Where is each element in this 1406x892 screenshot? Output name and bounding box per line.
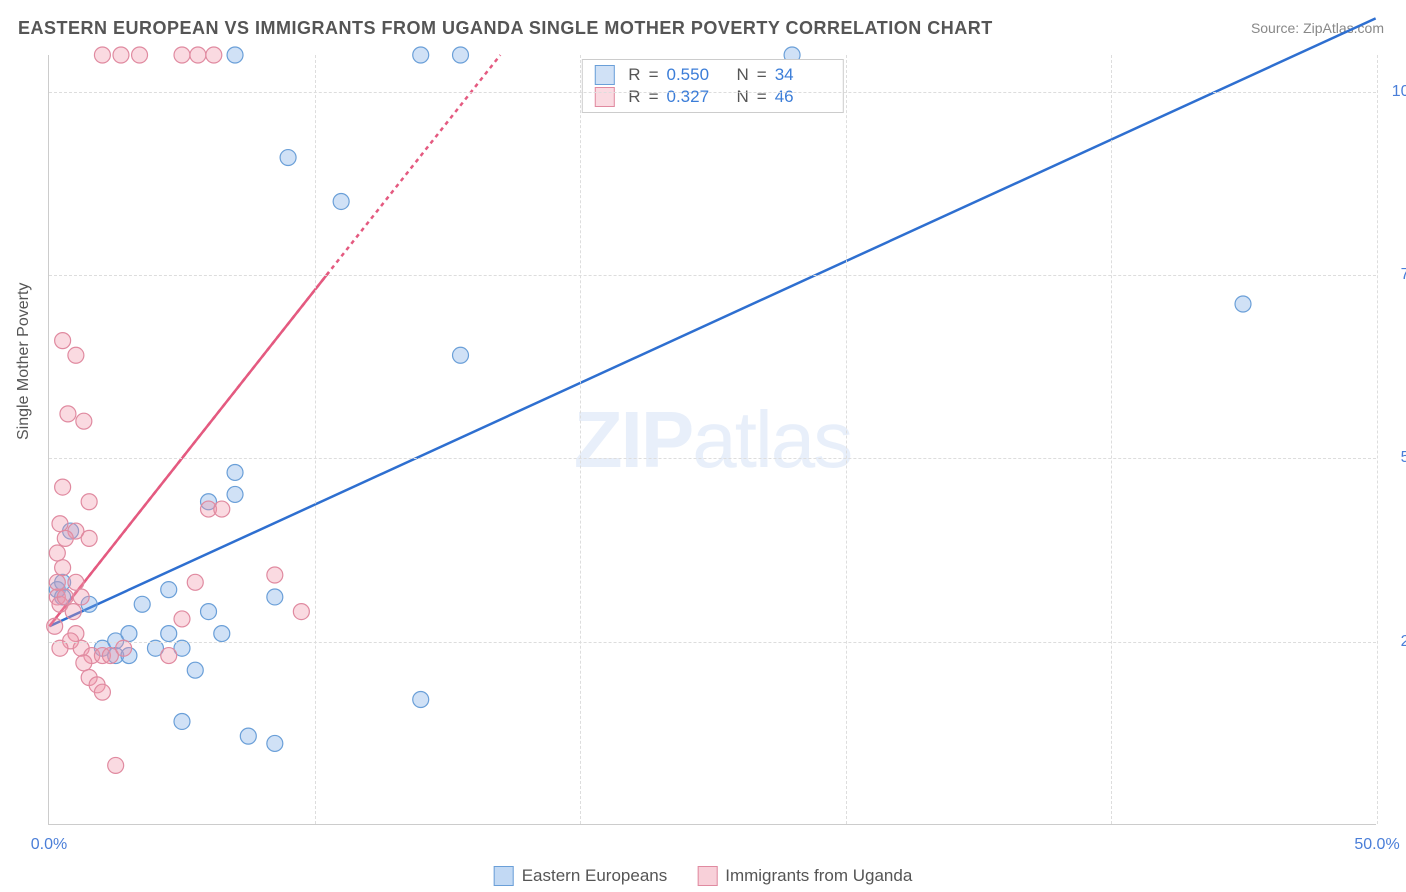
data-point xyxy=(47,618,63,634)
data-point xyxy=(206,47,222,63)
legend-correlation-row: R = 0.550 N = 34 xyxy=(594,64,830,86)
data-point xyxy=(57,530,73,546)
legend-series-label: Immigrants from Uganda xyxy=(725,866,912,886)
trend-line xyxy=(49,272,329,626)
gridline-h xyxy=(49,275,1376,276)
x-tick-label: 0.0% xyxy=(31,836,67,854)
y-tick-label: 75.0% xyxy=(1386,266,1406,284)
data-point xyxy=(134,596,150,612)
r-label: R xyxy=(628,87,640,107)
data-point xyxy=(174,611,190,627)
data-point xyxy=(280,150,296,166)
data-point xyxy=(57,589,73,605)
data-point xyxy=(68,347,84,363)
data-point xyxy=(333,193,349,209)
y-tick-label: 100.0% xyxy=(1386,83,1406,101)
legend-correlation: R = 0.550 N = 34 R = 0.327 N = 46 xyxy=(581,59,843,113)
data-point xyxy=(55,479,71,495)
legend-series-item: Eastern Europeans xyxy=(494,866,668,886)
data-point xyxy=(187,662,203,678)
data-point xyxy=(52,516,68,532)
gridline-h xyxy=(49,458,1376,459)
data-point xyxy=(214,501,230,517)
legend-correlation-row: R = 0.327 N = 46 xyxy=(594,86,830,108)
data-point xyxy=(174,713,190,729)
n-label: N xyxy=(737,65,749,85)
data-point xyxy=(60,406,76,422)
data-point xyxy=(413,47,429,63)
gridline-h xyxy=(49,92,1376,93)
data-point xyxy=(81,494,97,510)
data-point xyxy=(94,47,110,63)
n-label: N xyxy=(737,87,749,107)
data-point xyxy=(267,735,283,751)
data-point xyxy=(214,626,230,642)
data-point xyxy=(267,567,283,583)
equals-sign: = xyxy=(757,65,767,85)
data-point xyxy=(132,47,148,63)
data-point xyxy=(187,574,203,590)
gridline-v xyxy=(846,55,847,824)
data-point xyxy=(201,604,217,620)
data-point xyxy=(174,47,190,63)
data-point xyxy=(453,47,469,63)
legend-swatch xyxy=(697,866,717,886)
legend-series: Eastern Europeans Immigrants from Uganda xyxy=(494,866,913,886)
n-value: 34 xyxy=(775,65,831,85)
data-point xyxy=(1235,296,1251,312)
data-point xyxy=(55,560,71,576)
legend-swatch xyxy=(494,866,514,886)
data-point xyxy=(65,604,81,620)
data-point xyxy=(49,545,65,561)
gridline-v xyxy=(1111,55,1112,824)
data-point xyxy=(413,692,429,708)
data-point xyxy=(240,728,256,744)
gridline-v xyxy=(1377,55,1378,824)
data-point xyxy=(76,655,92,671)
data-point xyxy=(161,626,177,642)
data-point xyxy=(267,589,283,605)
data-point xyxy=(293,604,309,620)
data-point xyxy=(227,464,243,480)
data-point xyxy=(113,47,129,63)
gridline-v xyxy=(315,55,316,824)
y-tick-label: 25.0% xyxy=(1386,633,1406,651)
equals-sign: = xyxy=(649,87,659,107)
r-value: 0.327 xyxy=(667,87,723,107)
data-point xyxy=(161,582,177,598)
scatter-plot-svg xyxy=(49,55,1376,824)
equals-sign: = xyxy=(649,65,659,85)
r-value: 0.550 xyxy=(667,65,723,85)
gridline-v xyxy=(580,55,581,824)
r-label: R xyxy=(628,65,640,85)
n-value: 46 xyxy=(775,87,831,107)
data-point xyxy=(55,333,71,349)
y-axis-label: Single Mother Poverty xyxy=(15,283,33,440)
legend-swatch xyxy=(594,65,614,85)
legend-swatch xyxy=(594,87,614,107)
gridline-h xyxy=(49,642,1376,643)
y-tick-label: 50.0% xyxy=(1386,449,1406,467)
data-point xyxy=(76,413,92,429)
legend-series-label: Eastern Europeans xyxy=(522,866,668,886)
data-point xyxy=(190,47,206,63)
data-point xyxy=(73,589,89,605)
data-point xyxy=(161,648,177,664)
equals-sign: = xyxy=(757,87,767,107)
data-point xyxy=(227,486,243,502)
legend-series-item: Immigrants from Uganda xyxy=(697,866,912,886)
data-point xyxy=(94,684,110,700)
data-point xyxy=(453,347,469,363)
data-point xyxy=(81,530,97,546)
data-point xyxy=(68,574,84,590)
data-point xyxy=(227,47,243,63)
data-point xyxy=(121,626,137,642)
data-point xyxy=(49,574,65,590)
chart-title: EASTERN EUROPEAN VS IMMIGRANTS FROM UGAN… xyxy=(18,18,993,39)
chart-area: ZIPatlas R=0.550N=34R=0.327N=46 25.0%50.… xyxy=(48,55,1376,825)
data-point xyxy=(108,757,124,773)
x-tick-label: 50.0% xyxy=(1354,836,1399,854)
